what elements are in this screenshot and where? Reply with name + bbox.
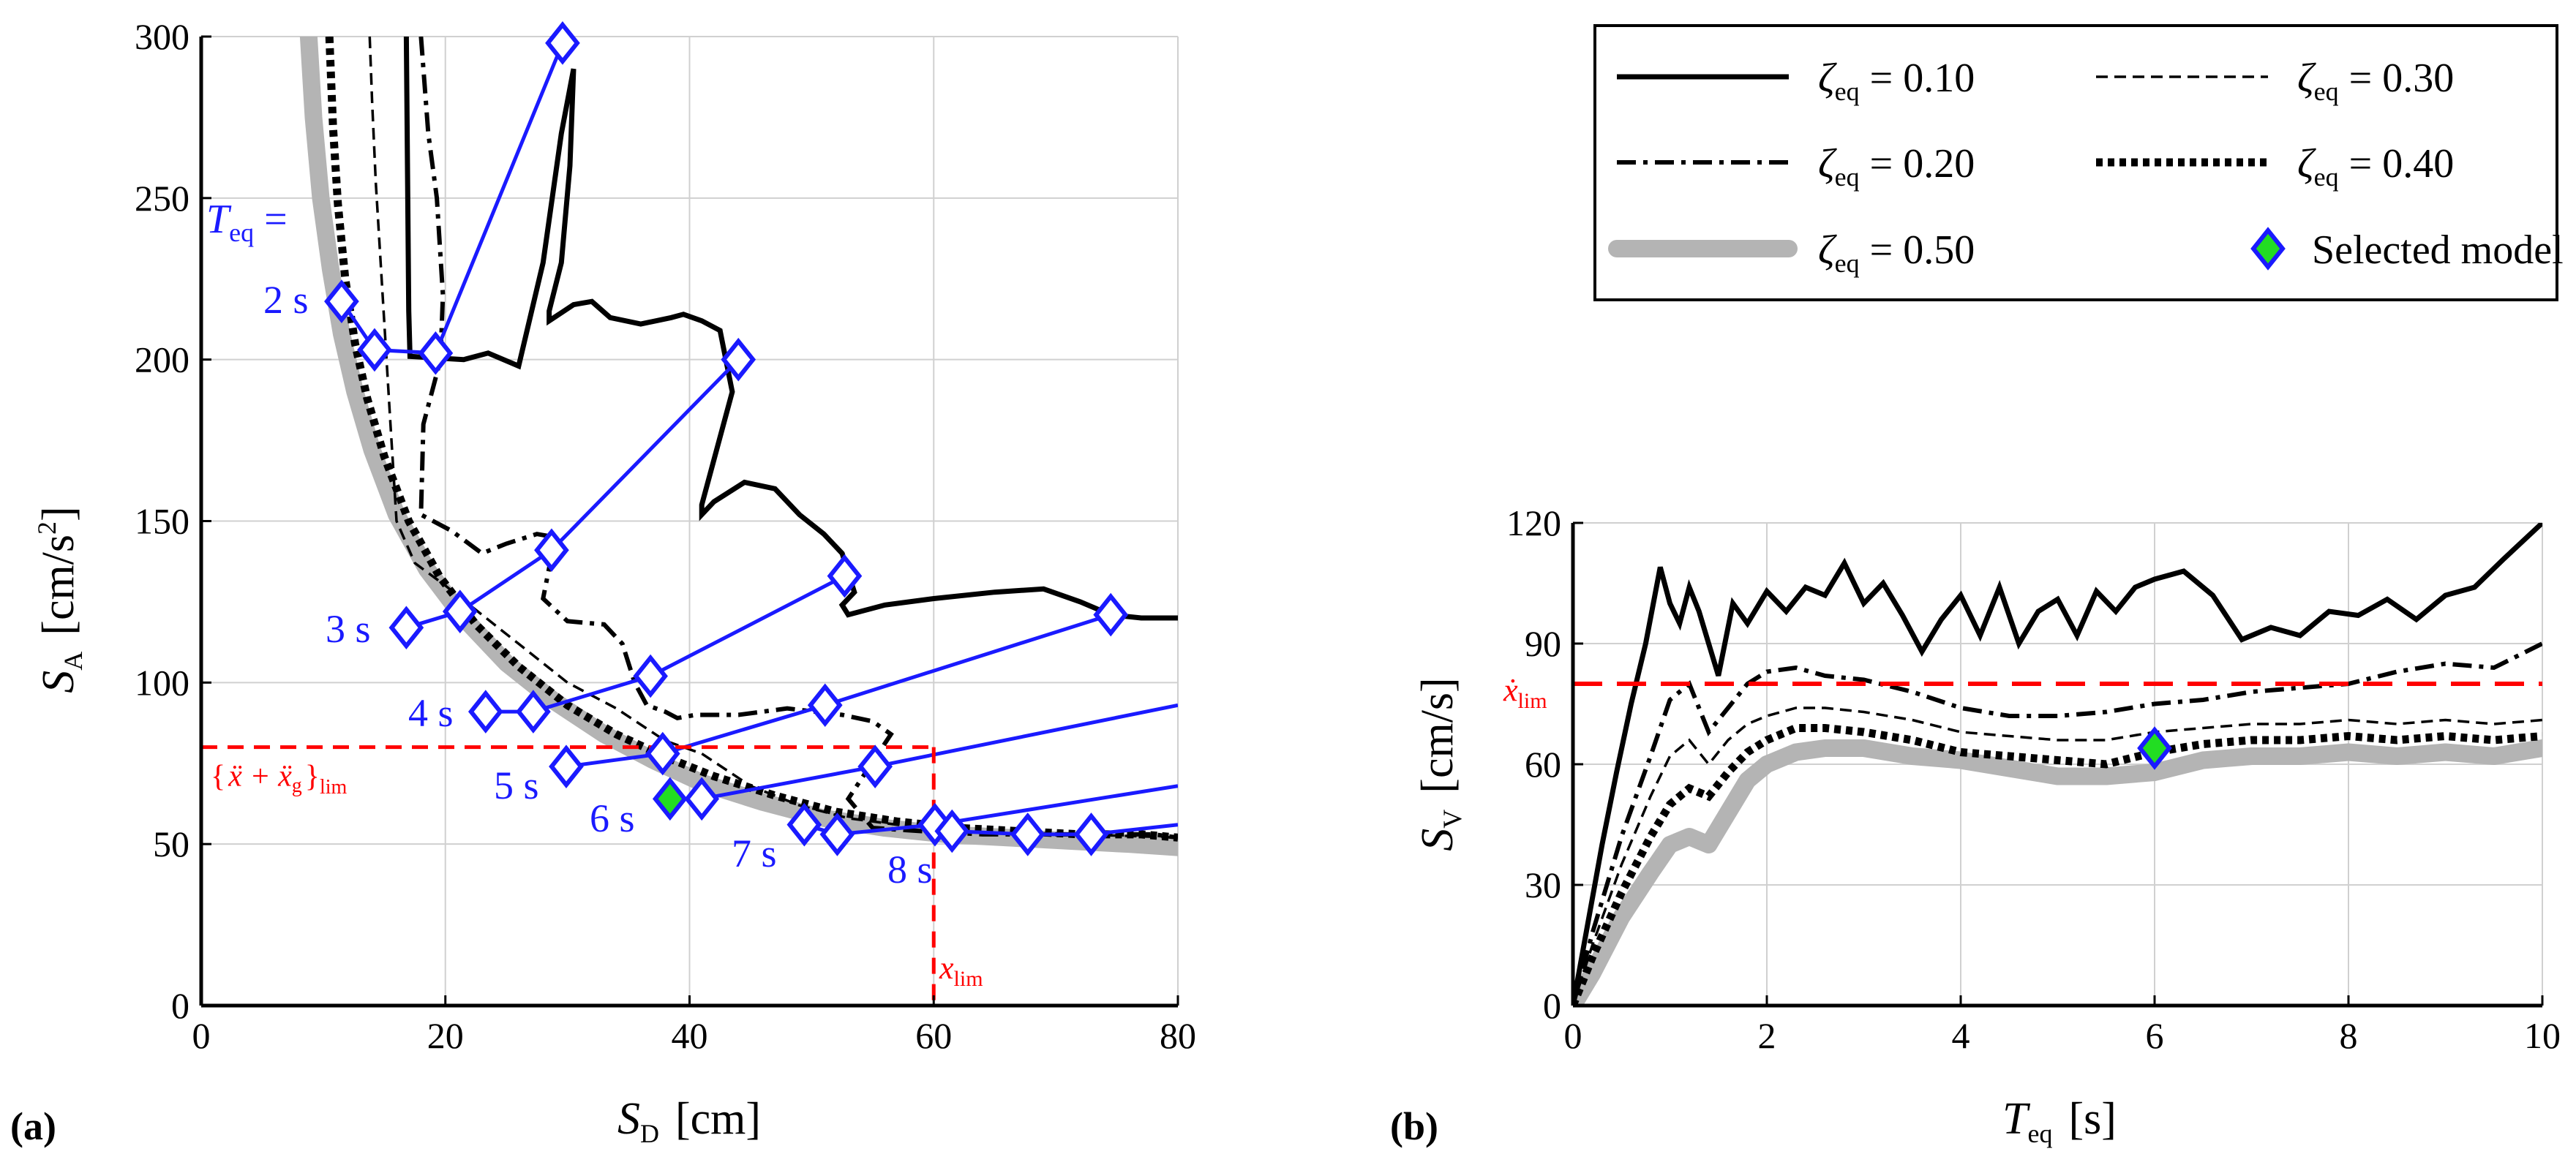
series-eq-0-10-line [403, 37, 1178, 621]
axes-b: 0 2 4 6 8 10 0 30 60 90 120 [1506, 502, 2561, 1056]
y-axis-label-b: SV[cm/s] [1413, 677, 1467, 851]
legend-label-dotted: ζeq = 0.40 [2297, 141, 2454, 192]
series-teq-3-s-upper-line [434, 42, 565, 354]
period-marker-diamond [819, 813, 855, 856]
legend-label-dashed: ζeq = 0.30 [2297, 56, 2454, 106]
y-tick-label-b: 60 [1525, 744, 1561, 785]
period-marker-diamond [534, 528, 569, 573]
period-marker-diamond [1073, 813, 1109, 856]
series-teq-5-s-line [566, 613, 1111, 769]
period-marker-diamond [633, 654, 668, 698]
period-marker-diamond [357, 328, 392, 372]
period-marker-diamond [324, 279, 359, 323]
period-marker-diamond [827, 554, 863, 598]
series-eq-0-30-line [368, 37, 1178, 840]
series-eq-0-10-line [1573, 523, 2542, 1006]
period-marker-diamond [388, 606, 424, 650]
y-tick-label-a: 300 [135, 16, 189, 57]
x-axis-label-b: Teq [s] [2002, 1094, 2117, 1148]
selected-model-marker [652, 777, 688, 821]
period-marker-diamond [1010, 813, 1045, 856]
period-marker-diamond [934, 809, 970, 853]
x-tick-label-a: 0 [192, 1015, 211, 1056]
chart-b: 0 2 4 6 8 10 0 30 60 90 120 SV[cm/s] Teq [s] ẋlim (… [1390, 502, 2561, 1148]
period-label-7s: 7 s [732, 832, 777, 875]
period-marker-diamond [418, 331, 454, 375]
period-label-6s: 6 s [590, 796, 635, 840]
legend-label-dashdot: ζeq = 0.20 [1818, 141, 1975, 192]
series-teq-8-s-line [952, 823, 1178, 837]
x-tick-label-a: 40 [672, 1015, 708, 1056]
series-eq-0-20-line [418, 37, 1178, 840]
legend-entries: ζeq = 0.10 ζeq = 0.30 ζeq = 0.20 ζeq = 0.40… [1608, 56, 2564, 278]
series-eq-0-50-line [1573, 739, 2542, 1006]
series-teq-7-s-line [803, 784, 1178, 837]
series-eq-0-40-line [325, 37, 1178, 842]
series-eq-0-30-line [1573, 706, 2542, 1006]
y-tick-label-a: 50 [153, 823, 189, 864]
x-tick-label-b: 0 [1564, 1015, 1582, 1056]
period-marker-diamond [684, 777, 720, 821]
series-teq-4-s-line [485, 574, 846, 714]
x-tick-label-b: 4 [1952, 1015, 1970, 1056]
period-marker-diamond [857, 744, 893, 788]
legend-label-solid: ζeq = 0.10 [1818, 56, 1975, 106]
x-tick-label-b: 6 [2146, 1015, 2164, 1056]
period-label-3s: 3 s [326, 607, 371, 651]
y-tick-label-a: 100 [135, 662, 189, 703]
panel-label-b: (b) [1390, 1104, 1438, 1148]
y-tick-label-b: 30 [1525, 864, 1561, 905]
y-tick-label-b: 0 [1543, 985, 1561, 1026]
disp-limit-label: xlim [939, 950, 983, 991]
period-marker-diamond [1093, 592, 1129, 637]
period-marker-diamond [786, 802, 822, 847]
y-tick-label-a: 200 [135, 339, 189, 380]
acc-limit-label: {ẍ + ẍg}lim [211, 760, 348, 799]
y-axis-label-a: SA[cm/s2] [32, 506, 88, 693]
y-tick-label-a: 0 [171, 985, 189, 1026]
y-tick-label-a: 250 [135, 178, 189, 219]
x-tick-label-a: 20 [427, 1015, 464, 1056]
chart-a: 0 20 40 60 80 0 50 100 150 200 250 300 SA[cm/s2] SD… [10, 16, 1196, 1148]
selected-model-marker [2137, 726, 2172, 770]
period-marker-diamond [807, 683, 843, 728]
period-label-8s: 8 s [887, 848, 933, 891]
diamonds-b [2137, 726, 2172, 770]
diamonds-a [324, 21, 1129, 856]
period-marker-diamond [442, 589, 478, 633]
x-tick-label-a: 80 [1160, 1015, 1196, 1056]
series-teq-3-s-line [405, 358, 740, 630]
x-tick-label-b: 10 [2524, 1015, 2561, 1056]
y-tick-label-b: 120 [1506, 502, 1561, 543]
period-label-2s: 2 s [263, 278, 309, 322]
legend-label-selected-model: Selected model [2312, 227, 2564, 273]
x-axis-label-a: SD [cm] [617, 1094, 761, 1148]
vel-limit-label: ẋlim [1503, 672, 1547, 713]
x-tick-label-b: 8 [2340, 1015, 2358, 1056]
period-marker-diamond [549, 744, 584, 788]
legend-selected-model-marker [2250, 227, 2286, 271]
period-marker-diamond [545, 21, 580, 65]
y-tick-label-b: 90 [1525, 623, 1561, 664]
axes-a: 0 20 40 60 80 0 50 100 150 200 250 300 [135, 16, 1196, 1056]
x-tick-label-b: 2 [1758, 1015, 1776, 1056]
period-marker-diamond [645, 731, 680, 776]
teq-annotation: Teq = [206, 197, 288, 247]
legend-label-gray-band: ζeq = 0.50 [1818, 227, 1975, 278]
period-label-4s: 4 s [408, 691, 454, 735]
y-tick-label-a: 150 [135, 501, 189, 542]
x-tick-label-a: 60 [915, 1015, 952, 1056]
period-marker-diamond [516, 690, 551, 734]
period-marker-diamond [467, 690, 503, 734]
legend: ζeq = 0.10 ζeq = 0.30 ζeq = 0.20 ζeq = 0.40… [1593, 24, 2564, 301]
grid-a [200, 36, 1179, 1006]
period-label-5s: 5 s [494, 764, 539, 807]
legend-box [1593, 24, 2558, 301]
limit-lines-a [201, 745, 936, 1006]
period-marker-diamond [721, 337, 756, 382]
panel-label-a: (a) [10, 1104, 56, 1148]
